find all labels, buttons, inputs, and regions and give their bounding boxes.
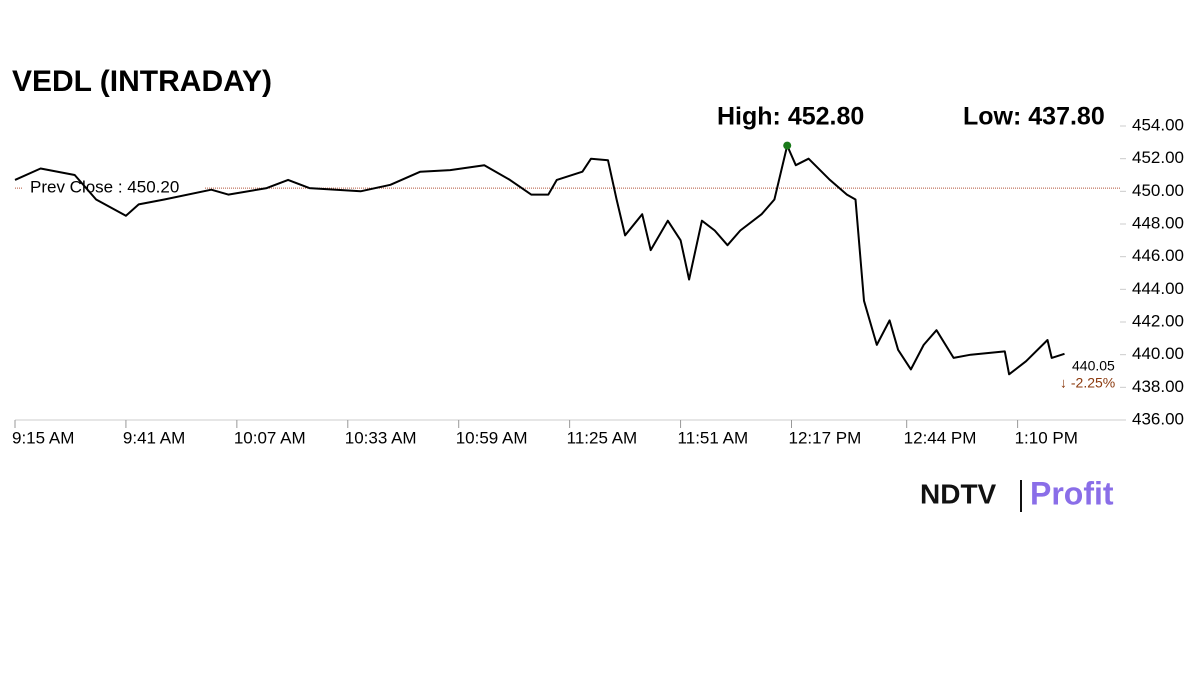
low-label: Low: 437.80 [963, 103, 1105, 131]
brand-ndtv: NDTV [920, 478, 997, 509]
high-marker [783, 141, 792, 150]
x-tick-label: 9:41 AM [123, 428, 185, 447]
prev-close-label: Prev Close : 450.20 [30, 178, 179, 197]
y-tick-label: 452.00 [1132, 148, 1184, 167]
y-tick-label: 454.00 [1132, 115, 1184, 134]
x-tick-label: 11:51 AM [678, 428, 749, 447]
prev-close-bg [22, 176, 204, 199]
y-tick-label: 440.00 [1132, 344, 1184, 363]
price-line [14, 144, 1065, 376]
x-tick-label: 1:10 PM [1015, 428, 1078, 447]
high-label: High: 452.80 [717, 103, 864, 131]
x-tick-label: 9:15 AM [12, 428, 74, 447]
y-tick-label: 444.00 [1132, 279, 1184, 298]
x-tick-label: 10:59 AM [456, 428, 528, 447]
chart-title: VEDL (INTRADAY) [12, 65, 272, 98]
x-tick-label: 12:44 PM [904, 428, 977, 447]
x-tick-label: 10:33 AM [345, 428, 417, 447]
last-price: 440.05 [1072, 358, 1115, 374]
x-tick-label: 11:25 AM [567, 428, 638, 447]
y-tick-label: 438.00 [1132, 377, 1184, 396]
y-tick-label: 436.00 [1132, 409, 1184, 428]
brand-profit: Profit [1030, 475, 1114, 511]
change-percent: ↓ -2.25% [1060, 375, 1115, 391]
x-tick-label: 12:17 PM [788, 428, 861, 447]
y-tick-label: 450.00 [1132, 181, 1184, 200]
y-tick-label: 446.00 [1132, 246, 1184, 265]
y-tick-label: 442.00 [1132, 311, 1184, 330]
y-tick-label: 448.00 [1132, 213, 1184, 232]
x-tick-label: 10:07 AM [234, 428, 306, 447]
